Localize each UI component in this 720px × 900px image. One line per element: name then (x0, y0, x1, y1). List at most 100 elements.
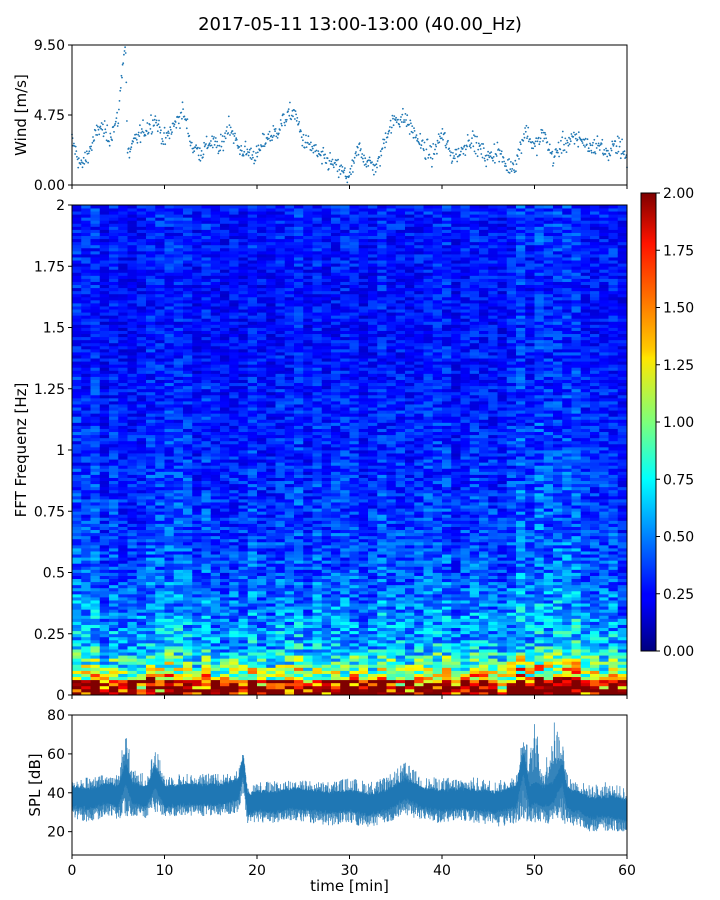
heatmap-cell (284, 600, 295, 604)
heatmap-cell (146, 615, 156, 619)
heatmap-cell (146, 333, 156, 338)
heatmap-cell (294, 486, 304, 491)
heatmap-cell (183, 569, 193, 573)
wind-point (219, 133, 222, 136)
wind-point (392, 117, 394, 120)
heatmap-cell (192, 499, 202, 503)
heatmap-cell (275, 652, 286, 656)
heatmap-cell (109, 327, 119, 331)
heatmap-cell (303, 679, 313, 684)
wind-point (527, 140, 530, 143)
heatmap-cell (284, 394, 295, 399)
heatmap-cell (210, 358, 221, 362)
heatmap-cell (146, 287, 156, 292)
heatmap-cell (146, 269, 156, 273)
heatmap-cell (275, 514, 286, 518)
wind-point (420, 144, 423, 147)
heatmap-cell (72, 306, 82, 310)
heatmap-cell (303, 578, 313, 583)
wind-point (112, 125, 115, 128)
wind-point (517, 148, 520, 151)
heatmap-cell (118, 462, 128, 466)
heatmap-cell (257, 489, 267, 494)
heatmap-cell (275, 664, 286, 668)
heatmap-cell (192, 238, 202, 243)
wind-point (295, 120, 298, 122)
heatmap-cell (210, 379, 221, 384)
wind-point (170, 133, 173, 135)
wind-point (492, 159, 494, 162)
heatmap-cell (173, 312, 184, 316)
heatmap-cell (146, 263, 156, 267)
heatmap-cell (275, 642, 286, 647)
heatmap-cell (99, 489, 110, 494)
heatmap-cell (229, 612, 239, 616)
heatmap-cell (257, 480, 267, 485)
heatmap-cell (164, 385, 175, 390)
heatmap-cell (201, 339, 212, 344)
wind-point (526, 137, 528, 140)
heatmap-cell (257, 293, 267, 298)
heatmap-cell (201, 275, 212, 279)
heatmap-cell (201, 220, 212, 224)
heatmap-cell (155, 318, 165, 322)
wind-point (482, 147, 485, 150)
heatmap-cell (183, 495, 193, 500)
heatmap-cell (229, 548, 239, 552)
heatmap-cell (109, 226, 119, 230)
heatmap-cell (220, 495, 230, 500)
heatmap-cell (247, 229, 258, 233)
wind-point (611, 140, 614, 143)
heatmap-cell (72, 382, 82, 387)
heatmap-cell (220, 499, 230, 503)
wind-point (329, 152, 331, 154)
heatmap-cell (183, 394, 193, 399)
heatmap-cell (275, 250, 286, 255)
heatmap-cell (81, 572, 91, 576)
heatmap-cell (183, 315, 193, 319)
heatmap-cell (164, 624, 175, 629)
heatmap-cell (284, 324, 295, 328)
heatmap-cell (146, 514, 156, 518)
heatmap-cell (155, 541, 165, 546)
heatmap-cell (303, 575, 313, 580)
wind-point (395, 121, 398, 124)
wind-point (218, 150, 220, 153)
wind-point (243, 150, 246, 153)
heatmap-cell (294, 318, 304, 322)
heatmap-cell (257, 538, 267, 543)
heatmap-cell (173, 296, 184, 301)
heatmap-cell (201, 670, 212, 674)
heatmap-cell (99, 211, 110, 215)
heatmap-cell (303, 569, 313, 573)
wind-point (246, 148, 249, 151)
heatmap-cell (99, 655, 110, 659)
heatmap-cell (90, 220, 101, 224)
heatmap-cell (275, 309, 286, 313)
heatmap-cell (155, 226, 165, 230)
heatmap-cell (183, 462, 193, 466)
heatmap-cell (136, 587, 147, 592)
heatmap-cell (192, 358, 202, 362)
heatmap-cell (275, 446, 286, 451)
heatmap-cell (118, 575, 128, 580)
heatmap-cell (247, 572, 258, 576)
heatmap-cell (127, 345, 138, 350)
heatmap-cell (127, 278, 138, 282)
heatmap-cell (257, 517, 267, 521)
heatmap-cell (284, 226, 295, 230)
heatmap-cell (72, 569, 82, 573)
wind-point (119, 87, 122, 89)
heatmap-cell (183, 318, 193, 322)
heatmap-cell (294, 499, 304, 503)
wind-point (79, 163, 82, 166)
heatmap-cell (81, 685, 91, 690)
heatmap-cell (247, 257, 258, 261)
wind-point (140, 132, 143, 134)
heatmap-cell (266, 505, 276, 509)
wind-point (228, 124, 231, 126)
heatmap-cell (90, 575, 101, 580)
heatmap-cell (155, 413, 165, 417)
heatmap-cell (136, 275, 147, 279)
heatmap-cell (164, 593, 175, 598)
